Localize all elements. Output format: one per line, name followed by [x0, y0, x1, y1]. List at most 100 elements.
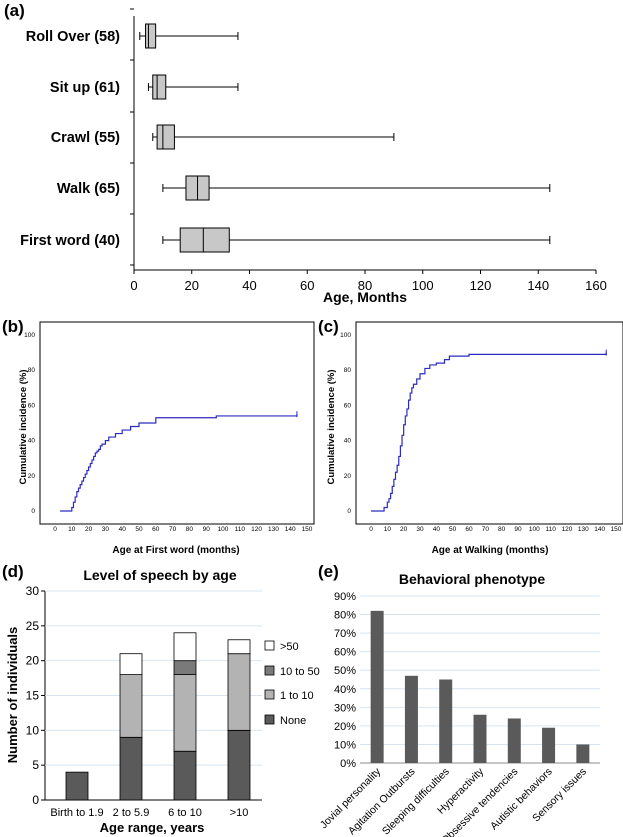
e-y-tick-label: 40% [334, 684, 356, 696]
d-bar-segment [227, 653, 251, 731]
d-y-tick-label: 25 [26, 619, 40, 633]
c-ylabel: Cumulative incidence (%) [326, 369, 337, 484]
d-category-label: >10 [230, 807, 249, 819]
a-xlabel: Age, Months [323, 289, 407, 305]
b-xlabel: Age at First word (months) [112, 545, 239, 556]
d-bar-segment [65, 771, 89, 801]
d-bar-segment [119, 736, 143, 801]
a-box [179, 227, 230, 253]
b-x-tick-label: 70 [169, 526, 177, 533]
panel-label-c: (c) [318, 317, 339, 336]
e-bar [439, 679, 453, 763]
e-title: Behavioral phenotype [399, 571, 545, 587]
d-bar-segment [119, 674, 143, 738]
d-bar-segment [119, 653, 143, 676]
b-x-tick-label: 110 [235, 526, 246, 533]
d-y-tick-label: 5 [32, 758, 39, 772]
c-x-tick-label: 100 [529, 526, 540, 533]
c-x-tick-label: 10 [384, 526, 392, 533]
b-y-tick-label: 80 [28, 367, 36, 374]
d-ylabel: Number of individuals [5, 627, 20, 764]
b-ylabel: Cumulative incidence (%) [18, 369, 29, 484]
c-y-tick-label: 0 [347, 508, 351, 515]
a-box [152, 74, 167, 100]
d-y-tick-label: 15 [26, 689, 40, 703]
panel-label-b: (b) [2, 317, 24, 336]
b-y-tick-label: 40 [28, 438, 36, 445]
a-x-tick-label: 100 [412, 278, 434, 293]
a-x-tick-label: 120 [470, 278, 492, 293]
e-y-tick-label: 0% [340, 758, 356, 770]
b-x-tick-label: 10 [68, 526, 76, 533]
c-x-tick-label: 20 [400, 526, 408, 533]
a-category-label: Sit up (61) [50, 80, 120, 96]
c-y-tick-label: 80 [344, 367, 352, 374]
a-box [145, 23, 157, 49]
e-bar [542, 727, 556, 763]
c-x-tick-label: 70 [482, 526, 490, 533]
panel-label-d: (d) [2, 562, 24, 581]
e-y-tick-label: 30% [334, 702, 356, 714]
c-km-curve [371, 352, 607, 512]
d-bar-segment [227, 729, 251, 801]
panel-label-e: (e) [318, 562, 339, 581]
d-category-label: 2 to 5.9 [113, 807, 150, 819]
a-category-label: Walk (65) [57, 181, 120, 197]
b-x-tick-label: 60 [152, 526, 160, 533]
e-y-tick-label: 20% [334, 721, 356, 733]
b-x-tick-label: 20 [85, 526, 93, 533]
c-x-tick-label: 140 [594, 526, 605, 533]
e-bar [473, 714, 487, 763]
b-x-tick-label: 130 [268, 526, 279, 533]
d-category-label: Birth to 1.9 [50, 807, 103, 819]
a-x-tick-label: 20 [185, 278, 199, 293]
c-y-tick-label: 20 [344, 473, 352, 480]
d-y-tick-label: 30 [26, 584, 40, 598]
d-title: Level of speech by age [83, 567, 236, 583]
a-x-tick-label: 60 [300, 278, 314, 293]
e-y-tick-label: 10% [334, 739, 356, 751]
a-box [156, 124, 175, 150]
b-frame [39, 321, 315, 525]
d-xlabel: Age range, years [100, 820, 205, 835]
e-category-label: Jovial personality [318, 765, 384, 831]
c-x-tick-label: 150 [611, 526, 622, 533]
e-bar [404, 675, 418, 763]
b-x-tick-label: 50 [135, 526, 143, 533]
b-x-tick-label: 90 [203, 526, 211, 533]
b-x-tick-label: 30 [102, 526, 110, 533]
a-category-label: Crawl (55) [51, 130, 120, 146]
panel-e-bars: 0% 10% 20% 30% 40% 50% 60% 70% 80% 90% Jovial pers… [318, 591, 600, 837]
b-x-tick-label: 0 [53, 526, 57, 533]
c-x-tick-label: 60 [465, 526, 473, 533]
d-legend-swatch [264, 640, 275, 651]
d-y-tick-label: 10 [26, 723, 40, 737]
panel-c-cumulative-incidence: 0 20 40 60 80 100 0 10 20 30 40 50 60 70 80 90 100 110 120… [340, 321, 623, 533]
panel-label-a: (a) [4, 1, 25, 20]
panel-d-stacked-bars: 0 5 10 15 20 25 30 Birth to 1.9 2 to 5.9 6 to 10 >… [26, 584, 320, 819]
d-legend-swatch [264, 714, 275, 725]
d-legend-label: >50 [280, 641, 299, 653]
a-category-label: First word (40) [20, 233, 120, 249]
e-category-label: Autistic behaviors [488, 766, 555, 833]
a-x-tick-label: 0 [130, 278, 137, 293]
e-y-tick-label: 60% [334, 647, 356, 659]
e-bar [576, 744, 590, 763]
d-legend-label: 10 to 50 [280, 666, 320, 678]
b-km-curve [60, 414, 298, 512]
a-x-tick-label: 160 [585, 278, 607, 293]
a-x-tick-label: 40 [242, 278, 256, 293]
b-x-tick-label: 150 [302, 526, 313, 533]
d-y-tick-label: 20 [26, 654, 40, 668]
d-bar-segment [173, 632, 197, 662]
b-x-tick-label: 100 [218, 526, 229, 533]
e-bar [370, 610, 384, 763]
c-x-tick-label: 50 [449, 526, 457, 533]
c-x-tick-label: 110 [545, 526, 556, 533]
a-x-tick-label: 140 [527, 278, 549, 293]
c-x-tick-label: 120 [562, 526, 573, 533]
b-y-tick-label: 0 [31, 508, 35, 515]
b-y-tick-label: 100 [24, 332, 35, 339]
c-x-tick-label: 30 [416, 526, 424, 533]
